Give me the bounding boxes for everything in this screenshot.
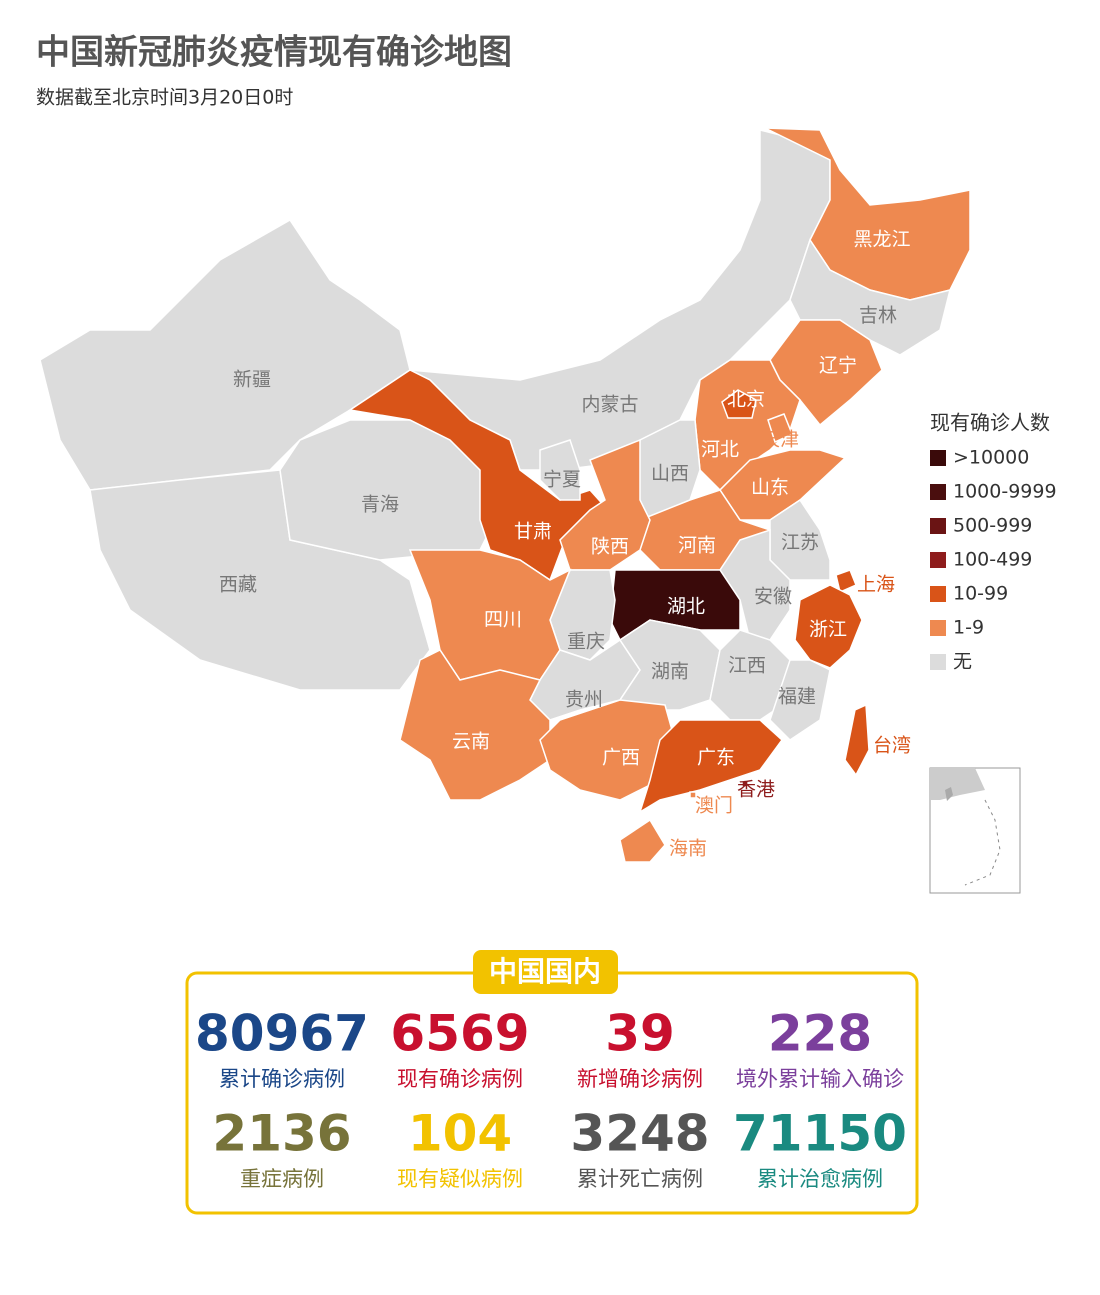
region [618, 619, 721, 711]
region-label: 河北 [701, 439, 739, 461]
stat-label: 累计治愈病例 [757, 1167, 883, 1191]
stat-value: 2136 [212, 1105, 351, 1163]
region [741, 780, 749, 788]
legend: 现有确诊人数 >10000 1000-9999 500-999 100-499 10-9… [930, 411, 1057, 673]
region [609, 569, 741, 642]
inset-map [929, 767, 1021, 894]
subtitle: 数据截至北京时间3月20日0时 [36, 87, 293, 109]
region-label: 重庆 [567, 631, 605, 653]
region-label: 浙江 [809, 619, 847, 641]
legend-swatch [930, 552, 946, 568]
legend-label: 500-999 [953, 515, 1032, 537]
region-label: 天津 [761, 429, 799, 451]
stat-label: 累计死亡病例 [577, 1167, 703, 1191]
legend-swatch [930, 484, 946, 500]
region [835, 569, 857, 594]
region [794, 584, 863, 669]
region-label: 贵州 [565, 689, 603, 711]
stat-value: 71150 [733, 1105, 907, 1163]
stat-value: 104 [408, 1105, 512, 1163]
region-label: 宁夏 [543, 469, 581, 491]
stat-value: 3248 [570, 1105, 709, 1163]
inset-border [964, 799, 1001, 886]
stats-title: 中国国内 [489, 955, 601, 988]
legend-label: >10000 [953, 447, 1029, 469]
region [689, 791, 697, 799]
region-label: 北京 [727, 389, 765, 411]
region-label: 上海 [857, 574, 895, 596]
stat-value: 80967 [195, 1005, 369, 1063]
stat-label: 累计确诊病例 [219, 1067, 345, 1091]
stat-label: 境外累计输入确诊 [736, 1067, 904, 1091]
region-label: 香港 [737, 779, 775, 801]
stat-label: 重症病例 [240, 1167, 324, 1191]
legend-swatch [930, 518, 946, 534]
region-label: 海南 [669, 838, 707, 860]
inset-land [930, 768, 985, 800]
region-label: 云南 [452, 731, 490, 753]
region-label: 甘肃 [514, 521, 552, 543]
region-label: 澳门 [695, 795, 733, 817]
stat-value: 39 [605, 1005, 675, 1063]
region-label: 辽宁 [819, 355, 857, 377]
stat-label: 现有确诊病例 [397, 1067, 523, 1091]
inset-island [945, 787, 953, 801]
region [844, 703, 870, 777]
region-label: 安徽 [754, 586, 792, 608]
region-label: 山西 [651, 463, 689, 485]
legend-label: 无 [953, 651, 972, 673]
legend-label: 100-499 [953, 549, 1032, 571]
region-label: 内蒙古 [581, 394, 638, 416]
region [721, 389, 757, 419]
legend-label: 10-99 [953, 583, 1008, 605]
legend-title: 现有确诊人数 [930, 411, 1050, 435]
stat-value: 228 [768, 1005, 872, 1063]
region-label: 湖北 [667, 596, 705, 618]
region [619, 818, 666, 863]
region-label: 西藏 [219, 574, 257, 596]
region-label: 黑龙江 [853, 229, 910, 251]
region-label: 四川 [484, 609, 522, 631]
region [767, 413, 793, 444]
region [769, 659, 831, 741]
region-label: 广东 [697, 747, 735, 769]
legend-swatch [930, 450, 946, 466]
region-label: 山东 [751, 477, 789, 499]
stat-value: 6569 [390, 1005, 529, 1063]
region [638, 719, 784, 814]
region-label: 台湾 [873, 735, 911, 757]
stat-label: 现有疑似病例 [397, 1167, 523, 1191]
legend-label: 1000-9999 [953, 481, 1057, 503]
region-label: 广西 [602, 747, 640, 769]
region [539, 439, 581, 501]
region-label: 新疆 [233, 369, 271, 391]
title: 中国新冠肺炎疫情现有确诊地图 [36, 33, 512, 73]
region-label: 江苏 [781, 532, 819, 554]
region-label: 吉林 [859, 305, 897, 327]
region-label: 河南 [678, 535, 716, 557]
legend-swatch [930, 620, 946, 636]
stat-label: 新增确诊病例 [577, 1067, 703, 1091]
region [789, 238, 952, 356]
stats-panel: 中国国内 80967 累计确诊病例 6569 现有确诊病例 39 新增确诊病例 228 境外累… [185, 950, 919, 1215]
region-label: 福建 [778, 686, 816, 708]
region-label: 青海 [361, 494, 399, 516]
region [719, 449, 847, 521]
legend-swatch [930, 654, 946, 670]
legend-label: 1-9 [953, 617, 984, 639]
region-label: 陕西 [591, 536, 629, 558]
region-label: 江西 [728, 655, 766, 677]
region-label: 湖南 [651, 661, 689, 683]
stats-tab [473, 950, 618, 994]
legend-swatch [930, 586, 946, 602]
